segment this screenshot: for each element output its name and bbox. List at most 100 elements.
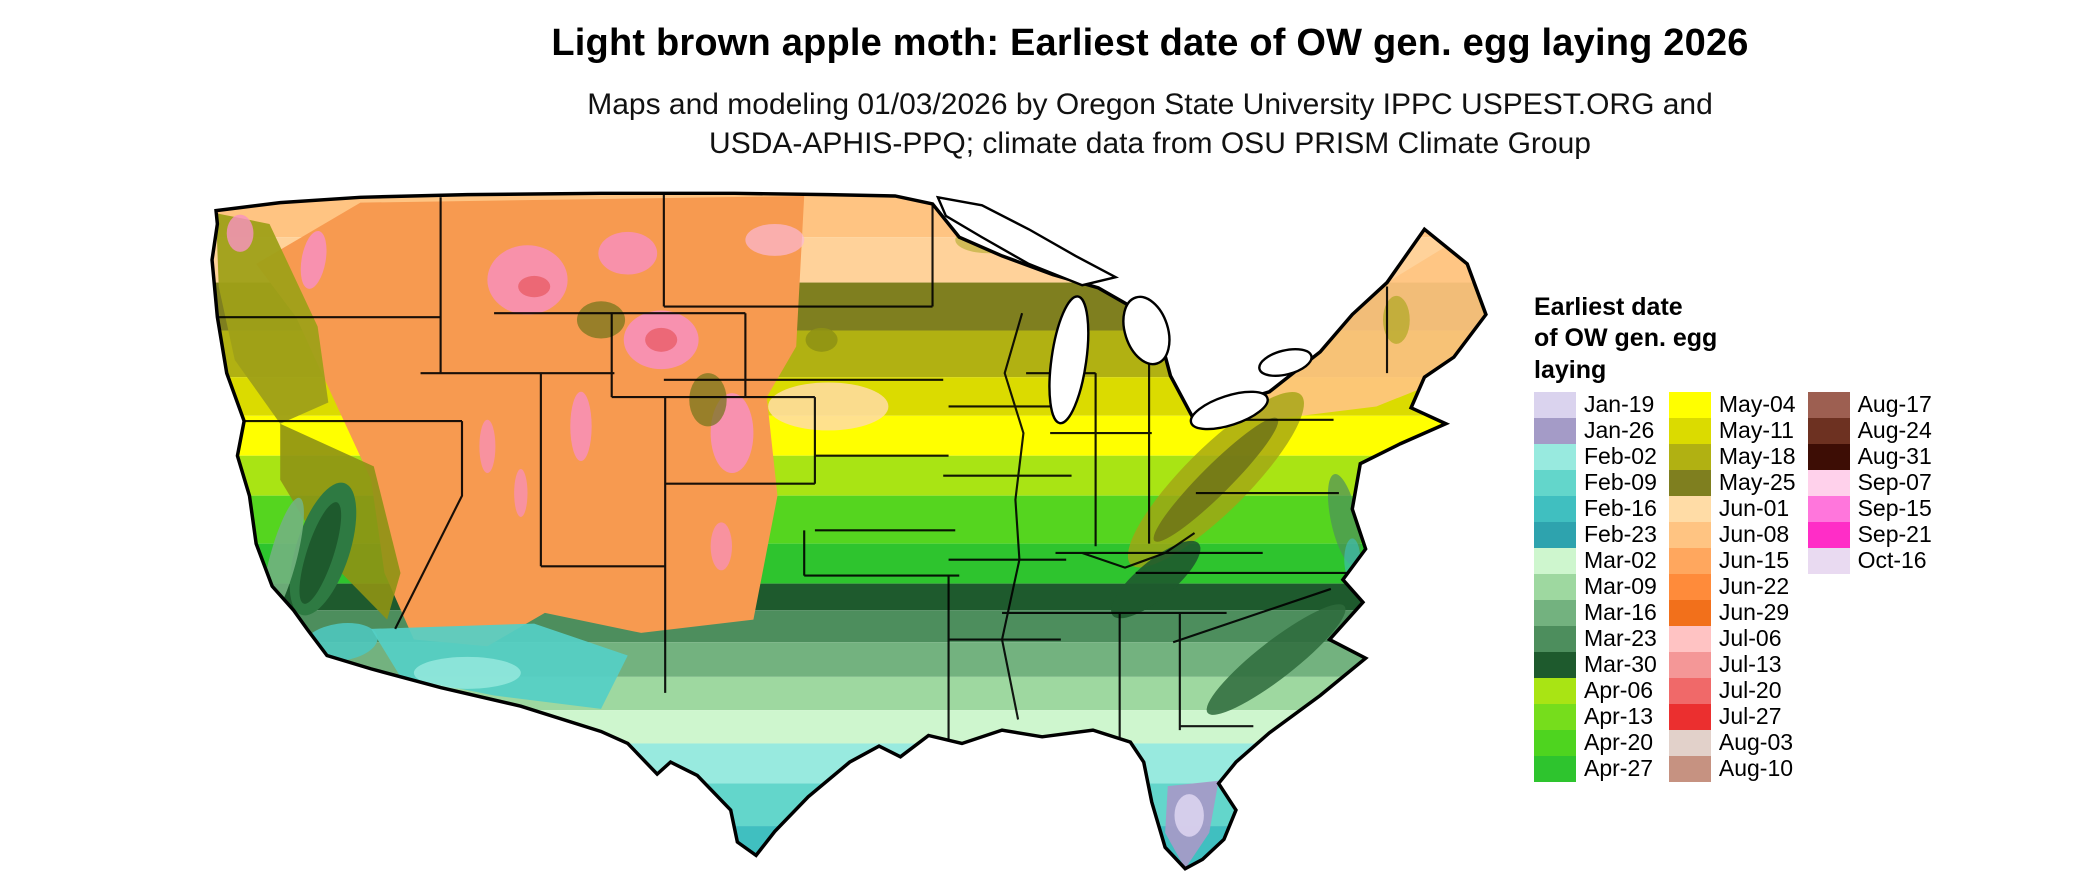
legend-entry: Mar-02 bbox=[1534, 547, 1657, 574]
legend-swatch bbox=[1807, 443, 1850, 470]
legend-swatch bbox=[1534, 443, 1576, 470]
legend-label: Apr-06 bbox=[1584, 677, 1654, 704]
legend-label: Jan-19 bbox=[1584, 391, 1655, 418]
legend-label: Jun-08 bbox=[1718, 521, 1790, 548]
legend-entry: Feb-02 bbox=[1534, 443, 1657, 470]
legend-label: Feb-09 bbox=[1584, 469, 1657, 496]
legend-swatch bbox=[1534, 521, 1576, 548]
legend-swatch bbox=[1668, 625, 1711, 652]
legend-swatch bbox=[1668, 703, 1711, 730]
legend-label: Jun-15 bbox=[1718, 547, 1790, 574]
legend-label: May-11 bbox=[1718, 417, 1794, 444]
legend-swatch bbox=[1534, 547, 1576, 574]
legend-swatch bbox=[1534, 729, 1576, 756]
legend-label: Jun-29 bbox=[1718, 599, 1790, 626]
legend-swatch bbox=[1668, 417, 1711, 444]
legend-label: Feb-23 bbox=[1584, 521, 1657, 548]
legend-swatch bbox=[1534, 755, 1576, 782]
legend-swatch bbox=[1807, 521, 1850, 548]
legend-label: Jul-13 bbox=[1718, 651, 1782, 678]
legend-label: Aug-24 bbox=[1857, 417, 1932, 444]
legend-entry: Jan-26 bbox=[1534, 417, 1657, 444]
legend-label: Jan-26 bbox=[1584, 417, 1655, 444]
legend-label: May-18 bbox=[1718, 443, 1796, 470]
legend-entry: May-04 bbox=[1668, 391, 1796, 418]
map-title: Light brown apple moth: Earliest date of… bbox=[551, 22, 1749, 64]
legend-entry: Jul-13 bbox=[1668, 651, 1796, 678]
legend-entry: Sep-07 bbox=[1807, 469, 1932, 496]
legend-swatch bbox=[1668, 443, 1711, 470]
legend-label: Aug-03 bbox=[1718, 729, 1794, 756]
latitude-band bbox=[212, 783, 1486, 827]
legend-swatch bbox=[1668, 469, 1711, 496]
legend-label: Aug-17 bbox=[1857, 391, 1932, 418]
lake-ontario bbox=[1258, 347, 1313, 377]
legend-entry: Jun-29 bbox=[1668, 599, 1796, 626]
legend-entry: Apr-27 bbox=[1534, 755, 1657, 782]
legend-label: Feb-16 bbox=[1584, 495, 1657, 522]
legend-swatch bbox=[1807, 469, 1850, 496]
legend-swatch bbox=[1534, 573, 1576, 600]
legend-entry: Jan-19 bbox=[1534, 391, 1657, 418]
legend-label: Mar-16 bbox=[1584, 599, 1657, 626]
legend-column: Jan-19 Jan-26 Feb-02 Feb-09 Feb-16 Feb-23 Mar-… bbox=[1534, 391, 1657, 782]
legend-entry: Jul-06 bbox=[1668, 625, 1796, 652]
latitude-band bbox=[212, 743, 1486, 784]
legend-entry: Mar-30 bbox=[1534, 651, 1657, 678]
legend-label: Mar-30 bbox=[1584, 651, 1657, 678]
legend-entry: Oct-16 bbox=[1807, 547, 1932, 574]
legend-entry: Jun-15 bbox=[1668, 547, 1796, 574]
legend-swatch bbox=[1534, 625, 1576, 652]
legend-entry: Aug-31 bbox=[1807, 443, 1932, 470]
legend-label: Sep-21 bbox=[1857, 521, 1932, 548]
legend-label: Apr-20 bbox=[1584, 729, 1654, 756]
legend-entry: Sep-15 bbox=[1807, 495, 1932, 522]
legend-label: Aug-10 bbox=[1718, 755, 1794, 782]
legend-entry: May-18 bbox=[1668, 443, 1796, 470]
legend-swatch bbox=[1807, 547, 1850, 574]
legend-label: Feb-02 bbox=[1584, 443, 1657, 470]
lake-superior bbox=[935, 195, 1120, 287]
legend-entry: Aug-10 bbox=[1668, 755, 1796, 782]
legend-label: Mar-23 bbox=[1584, 625, 1657, 652]
legend-entry: Mar-23 bbox=[1534, 625, 1657, 652]
legend-entry: Mar-09 bbox=[1534, 573, 1657, 600]
legend-entry: Jul-20 bbox=[1668, 677, 1796, 704]
legend-swatch bbox=[1534, 677, 1576, 704]
terrain-overlays bbox=[216, 195, 1486, 869]
lake-huron bbox=[1122, 295, 1171, 366]
legend-swatch bbox=[1668, 391, 1711, 418]
legend-entry: Feb-09 bbox=[1534, 469, 1657, 496]
great-lakes bbox=[935, 195, 1313, 431]
legend-columns: Jan-19 Jan-26 Feb-02 Feb-09 Feb-16 Feb-23 Mar-… bbox=[1534, 391, 2094, 782]
legend-swatch bbox=[1807, 391, 1850, 418]
lake-erie bbox=[1189, 390, 1269, 431]
legend: Earliest date of OW gen. egg laying Jan-… bbox=[1534, 292, 2094, 782]
legend-entry: Aug-03 bbox=[1668, 729, 1796, 756]
legend-label: Jun-22 bbox=[1718, 573, 1790, 600]
us-map-svg bbox=[210, 191, 1488, 871]
legend-column: Aug-17 Aug-24 Aug-31 Sep-07 Sep-15 Sep-21 Oct-… bbox=[1807, 391, 1932, 574]
legend-entry: May-25 bbox=[1668, 469, 1796, 496]
legend-swatch bbox=[1534, 417, 1576, 444]
legend-swatch bbox=[1807, 417, 1850, 444]
legend-entry: Jun-01 bbox=[1668, 495, 1796, 522]
latitude-band bbox=[212, 676, 1486, 711]
legend-entry: Aug-24 bbox=[1807, 417, 1932, 444]
us-map bbox=[200, 160, 1510, 886]
legend-swatch bbox=[1807, 495, 1850, 522]
legend-title: Earliest date of OW gen. egg laying bbox=[1534, 293, 1718, 384]
legend-entry: Feb-16 bbox=[1534, 495, 1657, 522]
legend-entry: Apr-20 bbox=[1534, 729, 1657, 756]
legend-entry: Apr-06 bbox=[1534, 677, 1657, 704]
legend-swatch bbox=[1534, 703, 1576, 730]
legend-entry: Apr-13 bbox=[1534, 703, 1657, 730]
legend-swatch bbox=[1534, 391, 1576, 418]
legend-label: Mar-02 bbox=[1584, 547, 1657, 574]
legend-label: May-25 bbox=[1718, 469, 1796, 496]
header: Light brown apple moth: Earliest date of… bbox=[200, 22, 2100, 163]
legend-swatch bbox=[1668, 755, 1711, 782]
legend-swatch bbox=[1534, 599, 1576, 626]
legend-label: Apr-13 bbox=[1584, 703, 1654, 730]
